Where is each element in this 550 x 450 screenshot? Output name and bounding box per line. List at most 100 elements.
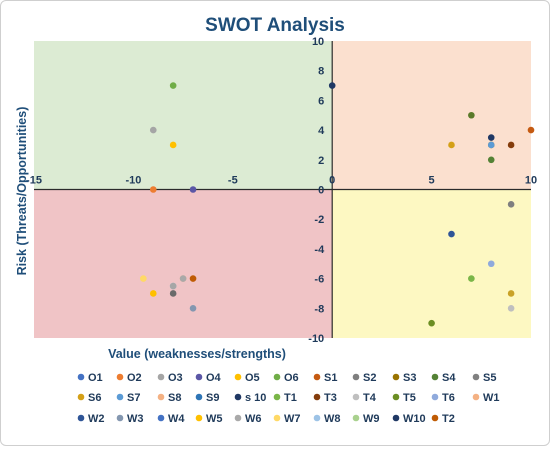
legend-marker [472, 393, 480, 401]
point-s10 [487, 134, 495, 141]
legend-label: S7 [127, 392, 140, 404]
legend-marker [313, 414, 321, 422]
y-tick-labels: 10 8 6 4 2 0 -2 -4 -6 -8 -10 [308, 36, 325, 345]
point [468, 111, 475, 119]
legend-item: S5 [472, 372, 496, 384]
legend-label: S9 [206, 392, 219, 404]
x-tick-label: 10 [525, 175, 537, 187]
legend-item: O1 [77, 372, 103, 384]
legend-label: T4 [363, 392, 377, 404]
legend-item: T1 [273, 392, 297, 404]
legend-label: W6 [245, 413, 262, 425]
y-tick-label: -8 [314, 303, 324, 315]
legend: O1 O2 O3 O4 O5 O6 S1 S2 S3 S4 S5 S6 S7 S8 S9 s 10 T1 T3 T4… [77, 372, 500, 425]
quadrant-bottom-right [332, 189, 531, 338]
point-S2 [507, 201, 515, 208]
y-tick-label: -10 [308, 333, 324, 345]
legend-label: s 10 [245, 392, 266, 404]
x-tick-label: -10 [125, 175, 141, 187]
legend-label: S4 [442, 372, 456, 384]
legend-item: T6 [431, 392, 455, 404]
legend-marker [472, 373, 480, 381]
legend-item: W3 [116, 413, 144, 425]
legend-marker [431, 373, 439, 381]
legend-item: S8 [157, 392, 181, 404]
point-T6 [487, 260, 495, 268]
legend-label: W4 [168, 413, 185, 425]
legend-marker [392, 373, 400, 381]
legend-item: W6 [234, 413, 262, 425]
legend-label: W7 [284, 413, 301, 425]
point-W2 [448, 230, 455, 238]
x-tick-label: -15 [26, 175, 42, 187]
legend-item: W8 [313, 413, 341, 425]
point-O4 [189, 186, 197, 193]
legend-label: T5 [403, 392, 416, 404]
point-O5 [169, 141, 177, 149]
legend-item: W4 [157, 413, 185, 425]
legend-marker [273, 414, 281, 422]
legend-label: O6 [284, 372, 299, 384]
legend-marker [116, 393, 124, 401]
legend-marker [313, 393, 321, 401]
legend-item: S1 [313, 372, 337, 384]
legend-item: T5 [392, 392, 416, 404]
legend-item: O2 [116, 372, 142, 384]
legend-label: S1 [324, 372, 337, 384]
y-tick-label: 8 [318, 66, 324, 78]
legend-item: T4 [352, 392, 377, 404]
legend-marker [392, 393, 400, 401]
legend-item: O5 [234, 372, 260, 384]
point-O3 [149, 126, 157, 134]
point-T2 [189, 275, 197, 282]
legend-marker [157, 373, 165, 381]
x-tick-label: 5 [429, 175, 435, 187]
legend-label: T1 [284, 392, 297, 404]
legend-marker [195, 393, 203, 401]
legend-marker [195, 414, 203, 422]
quadrant-top-right [332, 41, 531, 190]
point [169, 282, 177, 290]
legend-label: W9 [363, 413, 380, 425]
legend-marker [77, 373, 85, 381]
legend-item: S3 [392, 372, 416, 384]
legend-label: O2 [127, 372, 142, 384]
x-tick-label: 0 [329, 175, 335, 187]
legend-marker [234, 414, 242, 422]
legend-item: W9 [352, 413, 380, 425]
chart-title: SWOT Analysis [205, 15, 345, 36]
legend-item: S2 [352, 372, 376, 384]
legend-marker [157, 414, 165, 422]
y-tick-label: 10 [312, 36, 324, 48]
legend-label: O3 [168, 372, 183, 384]
quadrant-top-left [34, 41, 333, 190]
legend-marker [313, 373, 321, 381]
point-W5 [149, 290, 157, 297]
point-O6 [169, 82, 177, 89]
axes [34, 41, 531, 338]
point-W10 [328, 82, 336, 89]
legend-label: W8 [324, 413, 341, 425]
legend-label: O4 [206, 372, 222, 384]
legend-marker [352, 393, 360, 401]
data-points [140, 82, 535, 327]
legend-label: W3 [127, 413, 144, 425]
legend-label: S5 [483, 372, 496, 384]
legend-marker [392, 414, 400, 422]
legend-marker [77, 393, 85, 401]
legend-item: W1 [472, 392, 500, 404]
x-axis-label: Value (weaknesses/strengths) [108, 347, 286, 361]
legend-label: S3 [403, 372, 416, 384]
legend-item: W5 [195, 413, 223, 425]
legend-item: S9 [195, 392, 219, 404]
legend-label: W1 [483, 392, 500, 404]
legend-item: s 10 [234, 392, 266, 404]
y-tick-label: 4 [318, 125, 325, 137]
legend-item: S4 [431, 372, 456, 384]
legend-item: T3 [313, 392, 337, 404]
point [169, 290, 177, 297]
point-S7 [487, 141, 495, 149]
legend-marker [273, 373, 281, 381]
legend-label: S2 [363, 372, 376, 384]
